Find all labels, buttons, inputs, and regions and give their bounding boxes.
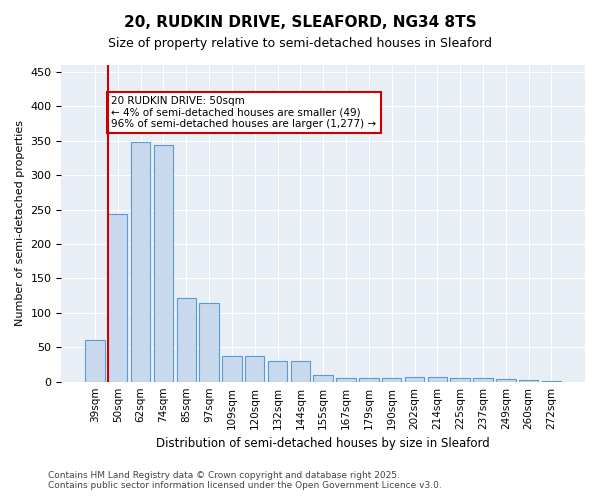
Bar xyxy=(176,298,196,382)
Bar xyxy=(268,361,287,382)
Bar xyxy=(382,378,401,382)
Bar xyxy=(85,340,104,382)
Bar xyxy=(405,377,424,382)
Bar xyxy=(428,377,447,382)
Bar xyxy=(473,378,493,382)
Bar xyxy=(222,356,242,382)
Bar xyxy=(359,378,379,382)
Text: 20 RUDKIN DRIVE: 50sqm
← 4% of semi-detached houses are smaller (49)
96% of semi: 20 RUDKIN DRIVE: 50sqm ← 4% of semi-deta… xyxy=(112,96,377,129)
Text: 20, RUDKIN DRIVE, SLEAFORD, NG34 8TS: 20, RUDKIN DRIVE, SLEAFORD, NG34 8TS xyxy=(124,15,476,30)
Y-axis label: Number of semi-detached properties: Number of semi-detached properties xyxy=(15,120,25,326)
Bar xyxy=(313,376,333,382)
Bar xyxy=(199,303,219,382)
Bar xyxy=(245,356,265,382)
Bar xyxy=(519,380,538,382)
X-axis label: Distribution of semi-detached houses by size in Sleaford: Distribution of semi-detached houses by … xyxy=(157,437,490,450)
Text: Size of property relative to semi-detached houses in Sleaford: Size of property relative to semi-detach… xyxy=(108,38,492,51)
Bar xyxy=(131,142,150,382)
Text: Contains HM Land Registry data © Crown copyright and database right 2025.
Contai: Contains HM Land Registry data © Crown c… xyxy=(48,470,442,490)
Bar xyxy=(108,214,127,382)
Bar xyxy=(154,145,173,382)
Bar xyxy=(337,378,356,382)
Bar xyxy=(542,381,561,382)
Bar xyxy=(290,361,310,382)
Bar xyxy=(496,379,515,382)
Bar xyxy=(451,378,470,382)
